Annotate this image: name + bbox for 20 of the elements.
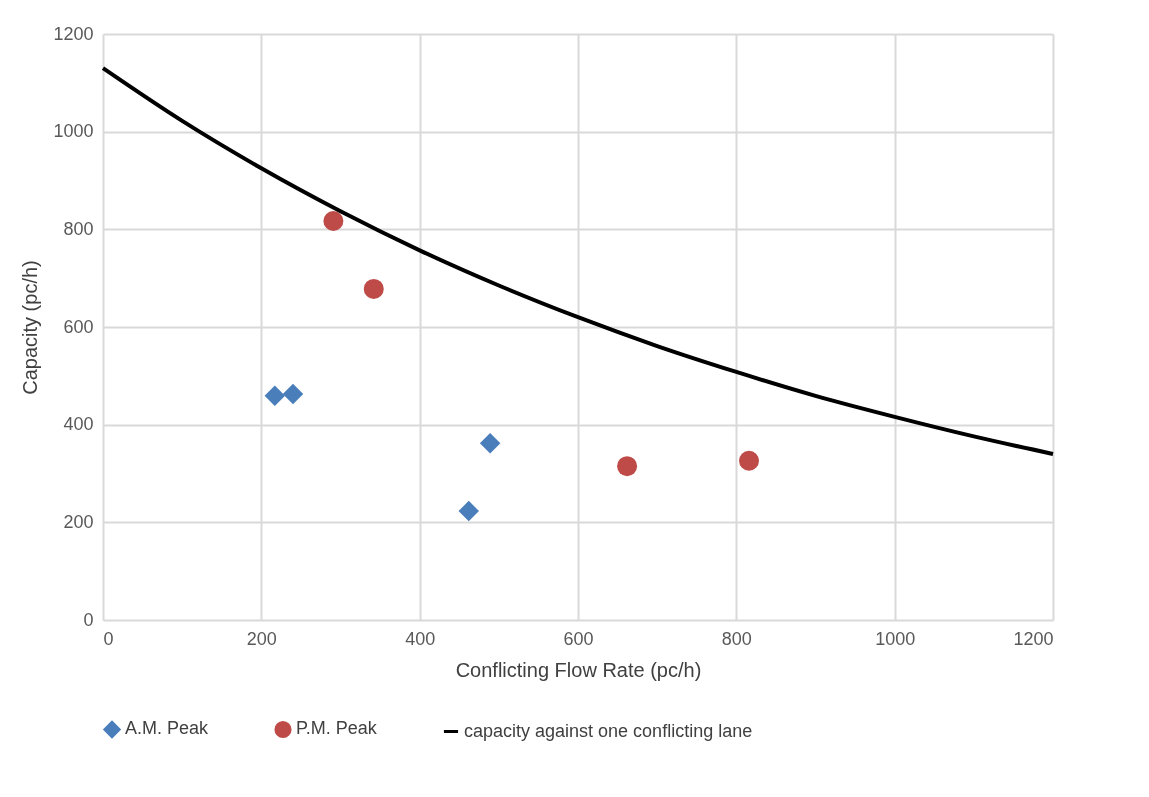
x-tick-label: 200 <box>246 628 277 649</box>
x-axis-title: Conflicting Flow Rate (pc/h) <box>455 658 702 681</box>
y-tick-label: 0 <box>83 609 94 630</box>
legend-label: A.M. Peak <box>125 718 210 739</box>
x-tick-label: 600 <box>563 628 594 649</box>
y-tick-label: 1200 <box>53 23 94 44</box>
y-tick-label: 200 <box>63 511 94 532</box>
y-tick-label: 1000 <box>53 121 94 142</box>
legend-label: capacity against one conflicting lane <box>464 720 753 741</box>
x-tick-label: 400 <box>405 628 436 649</box>
y-tick-label: 800 <box>63 218 94 239</box>
x-tick-label: 1000 <box>875 628 916 649</box>
line-series <box>101 66 1055 456</box>
y-tick-label: 400 <box>63 414 94 435</box>
legend-label: P.M. Peak <box>296 718 378 739</box>
y-axis-title: Capacity (pc/h) <box>19 260 42 395</box>
y-tick-label: 600 <box>63 316 94 337</box>
x-tick-label: 800 <box>721 628 752 649</box>
x-tick-label: 0 <box>103 628 114 649</box>
x-tick-label: 1200 <box>1013 628 1054 649</box>
